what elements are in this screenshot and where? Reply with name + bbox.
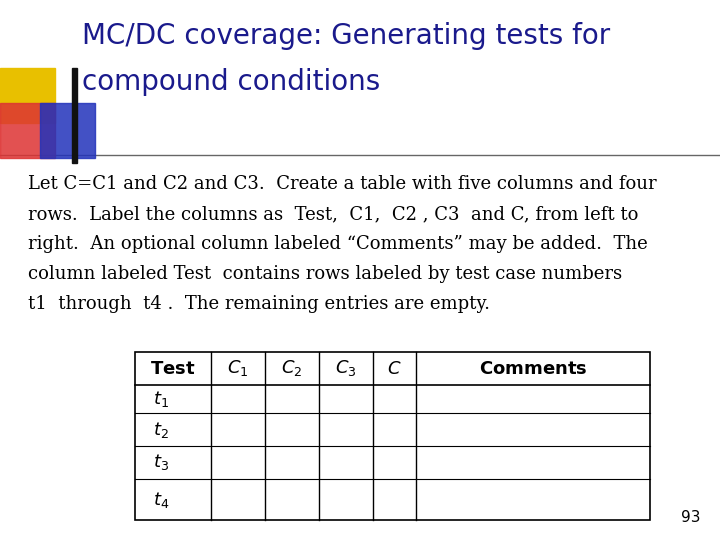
Bar <box>40 103 95 158</box>
Text: rows.  Label the columns as  Test,  C1,  C2 , C3  and C, from left to: rows. Label the columns as Test, C1, C2 … <box>28 205 639 223</box>
Text: $\mathbf{Comments}$: $\mathbf{Comments}$ <box>479 360 588 377</box>
Text: $t_3$: $t_3$ <box>153 453 169 472</box>
Bar <box>0 68 55 123</box>
Text: right.  An optional column labeled “Comments” may be added.  The: right. An optional column labeled “Comme… <box>28 235 648 253</box>
Text: compound conditions: compound conditions <box>82 68 380 96</box>
Bar <box>72 68 77 163</box>
Text: $C$: $C$ <box>387 360 402 377</box>
Text: $t_1$: $t_1$ <box>153 389 169 409</box>
Text: t1  through  t4 .  The remaining entries are empty.: t1 through t4 . The remaining entries ar… <box>28 295 490 313</box>
Text: $t_2$: $t_2$ <box>153 420 168 440</box>
Text: 93: 93 <box>680 510 700 525</box>
Text: $C_2$: $C_2$ <box>282 359 302 379</box>
Text: $t_4$: $t_4$ <box>153 489 169 510</box>
Text: column labeled Test  contains rows labeled by test case numbers: column labeled Test contains rows labele… <box>28 265 622 283</box>
Bar <box>135 352 650 520</box>
Text: Let C=C1 and C2 and C3.  Create a table with five columns and four: Let C=C1 and C2 and C3. Create a table w… <box>28 175 657 193</box>
Text: MC/DC coverage: Generating tests for: MC/DC coverage: Generating tests for <box>82 22 611 50</box>
Text: $C_3$: $C_3$ <box>336 359 357 379</box>
Text: $\mathbf{Test}$: $\mathbf{Test}$ <box>150 360 196 377</box>
Text: $C_1$: $C_1$ <box>228 359 248 379</box>
Bar <box>0 103 55 158</box>
